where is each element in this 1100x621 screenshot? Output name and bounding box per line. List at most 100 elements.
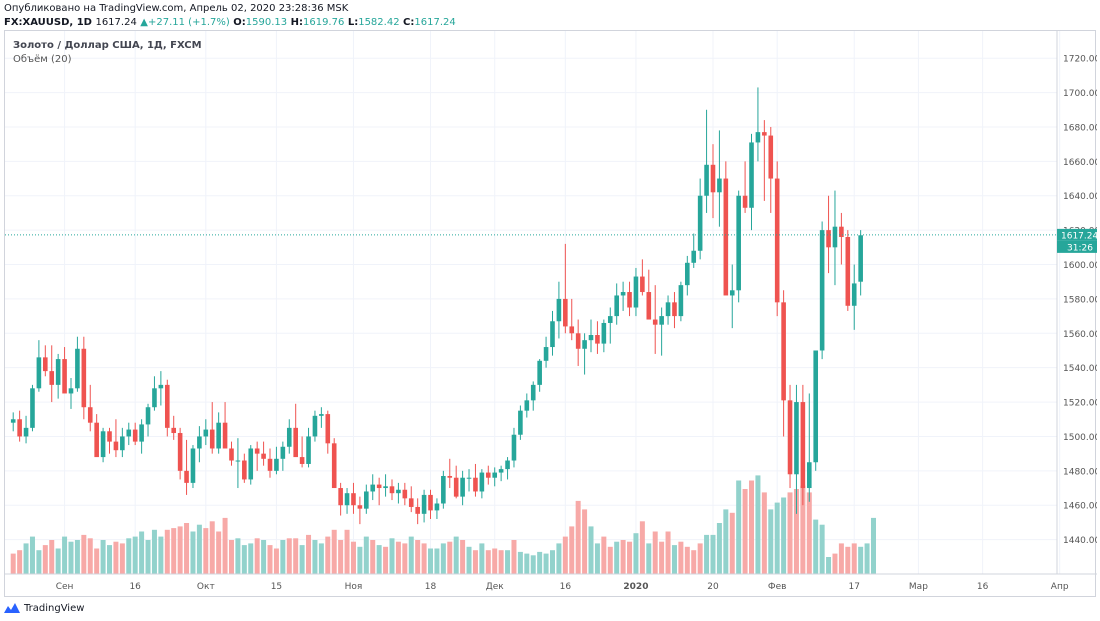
price-tick-label: 1660.00	[1063, 158, 1097, 168]
time-tick-label: 2020	[623, 582, 648, 592]
candle-body	[274, 458, 279, 471]
candle-body	[678, 285, 684, 317]
candle	[389, 479, 395, 501]
volume-bar	[267, 545, 273, 574]
candle	[819, 221, 825, 360]
candle	[762, 120, 767, 201]
volume-bar	[472, 550, 478, 574]
candle	[299, 436, 305, 468]
volume-bar	[800, 485, 806, 574]
volume-bar	[62, 536, 68, 574]
candle-body	[806, 462, 812, 489]
candle	[736, 190, 741, 303]
volume-bar	[190, 531, 196, 574]
volume-bar	[81, 534, 87, 574]
candle	[806, 393, 812, 502]
volume-bar	[241, 545, 247, 574]
candle-body	[209, 429, 215, 449]
candle-body	[563, 298, 568, 327]
high-value: 1619.76	[302, 17, 345, 28]
candle-body	[505, 460, 510, 470]
candle-body	[582, 340, 587, 349]
candle-body	[595, 335, 600, 344]
candle	[75, 336, 80, 392]
candle-body	[485, 472, 491, 478]
time-tick-label: 20	[707, 582, 719, 592]
close-value: 1617.24	[414, 17, 456, 28]
candle	[787, 384, 793, 489]
candle-body	[55, 359, 61, 385]
candle	[498, 465, 504, 482]
candle-body	[319, 414, 324, 416]
close-label: C:	[403, 17, 415, 28]
time-tick-label: Дек	[486, 582, 505, 592]
volume-bar	[216, 531, 222, 574]
price-chart[interactable]: 1720.001700.001680.001660.001640.001620.…	[5, 31, 1097, 598]
candle	[774, 161, 780, 317]
price-tick-label: 1500.00	[1063, 433, 1097, 443]
chart-frame[interactable]: 1720.001700.001680.001660.001640.001620.…	[4, 30, 1097, 598]
volume-bar	[543, 553, 549, 574]
volume-bar	[23, 543, 29, 574]
volume-bar	[845, 546, 851, 574]
chart-legend: Золото / Доллар США, 1Д, FXCM Объём (20)	[13, 39, 202, 67]
tradingview-brand[interactable]: TradingView	[24, 602, 85, 614]
candle-body	[87, 407, 93, 423]
candle-body	[113, 441, 119, 451]
volume-bar	[36, 550, 42, 574]
candle-body	[331, 443, 337, 489]
volume-bar	[344, 529, 350, 574]
candle	[267, 448, 273, 478]
candle	[36, 340, 42, 392]
candle	[601, 319, 607, 353]
candle	[563, 243, 568, 334]
volume-bar	[158, 536, 164, 574]
candle	[441, 470, 446, 509]
volume-bar	[485, 550, 491, 574]
candle-body	[30, 388, 35, 428]
volume-bar	[164, 529, 170, 574]
candle	[94, 414, 99, 458]
candle-body	[357, 505, 363, 509]
candle	[344, 488, 350, 514]
candle	[813, 350, 819, 471]
volume-bar	[447, 541, 453, 574]
candle-body	[723, 178, 729, 296]
candle-body	[248, 448, 254, 480]
volume-bar	[453, 536, 459, 574]
price-tick-label: 1460.00	[1063, 502, 1097, 512]
volume-bar	[203, 528, 209, 574]
candle	[274, 446, 279, 475]
volume-bar	[68, 541, 74, 574]
volume-bar	[530, 555, 536, 574]
volume-bar	[819, 524, 825, 574]
volume-bar	[376, 545, 382, 574]
volume-bar	[582, 509, 588, 574]
candle	[582, 333, 587, 375]
candle	[556, 281, 562, 339]
candle-body	[94, 422, 99, 458]
candle	[678, 281, 684, 322]
candle	[691, 233, 697, 268]
volume-bar	[254, 538, 260, 574]
candle-body	[826, 230, 831, 248]
price-tick-label: 1540.00	[1063, 364, 1097, 374]
candle-body	[633, 276, 639, 308]
candle-body	[704, 164, 709, 196]
candle	[607, 307, 613, 344]
candle	[87, 384, 93, 432]
candle	[729, 264, 735, 329]
candle	[595, 321, 600, 354]
time-tick-label: Ноя	[345, 582, 363, 592]
candle	[723, 161, 729, 296]
candle	[184, 439, 189, 495]
volume-bar	[505, 550, 511, 574]
candle-body	[81, 348, 87, 408]
volume-bar	[761, 492, 767, 574]
volume-bar	[588, 526, 594, 574]
volume-bar	[665, 531, 671, 574]
candle-body	[299, 457, 305, 464]
volume-bar	[723, 509, 729, 574]
candle-body	[479, 472, 485, 492]
candle	[685, 255, 690, 296]
